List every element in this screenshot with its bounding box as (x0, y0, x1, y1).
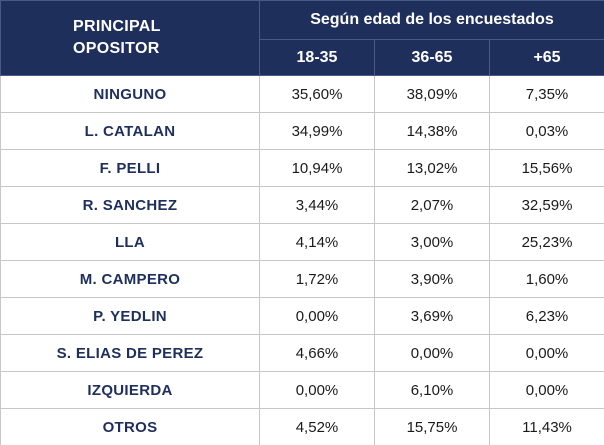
age-header-65-plus: +65 (488, 39, 604, 76)
table-row: OTROS 4,52% 15,75% 11,43% (0, 408, 604, 445)
percentage-cell: 14,38% (374, 112, 490, 150)
percentage-cell: 2,07% (374, 186, 490, 224)
corner-header-line2: OPOSITOR (73, 40, 160, 57)
percentage-cell: 0,00% (488, 371, 604, 409)
percentage-cell: 0,00% (488, 334, 604, 372)
age-header-36-65: 36-65 (374, 39, 490, 76)
opponent-label: F. PELLI (0, 149, 260, 187)
percentage-cell: 25,23% (488, 223, 604, 261)
percentage-cell: 34,99% (259, 112, 375, 150)
age-group-header: Según edad de los encuestados (258, 0, 604, 40)
table-row: R. SANCHEZ 3,44% 2,07% 32,59% (0, 186, 604, 224)
table-row: NINGUNO 35,60% 38,09% 7,35% (0, 75, 604, 113)
percentage-cell: 0,00% (259, 297, 375, 335)
table-row: M. CAMPERO 1,72% 3,90% 1,60% (0, 260, 604, 298)
percentage-cell: 0,00% (259, 371, 375, 409)
opponent-label: LLA (0, 223, 260, 261)
percentage-cell: 15,75% (374, 408, 490, 445)
percentage-cell: 0,00% (374, 334, 490, 372)
percentage-cell: 4,66% (259, 334, 375, 372)
percentage-cell: 0,03% (488, 112, 604, 150)
opponent-label: IZQUIERDA (0, 371, 260, 409)
corner-header: PRINCIPAL OPOSITOR (0, 0, 260, 76)
percentage-cell: 1,60% (488, 260, 604, 298)
opponent-label: P. YEDLIN (0, 297, 260, 335)
table-row: LLA 4,14% 3,00% 25,23% (0, 223, 604, 261)
table-row: IZQUIERDA 0,00% 6,10% 0,00% (0, 371, 604, 409)
table-row: F. PELLI 10,94% 13,02% 15,56% (0, 149, 604, 187)
opponent-label: S. ELIAS DE PEREZ (0, 334, 260, 372)
percentage-cell: 6,23% (488, 297, 604, 335)
percentage-cell: 4,14% (259, 223, 375, 261)
percentage-cell: 13,02% (374, 149, 490, 187)
opponent-label: R. SANCHEZ (0, 186, 260, 224)
percentage-cell: 3,44% (259, 186, 375, 224)
table-row: P. YEDLIN 0,00% 3,69% 6,23% (0, 297, 604, 335)
percentage-cell: 1,72% (259, 260, 375, 298)
age-header-18-35: 18-35 (259, 39, 375, 76)
percentage-cell: 32,59% (488, 186, 604, 224)
percentage-cell: 35,60% (259, 75, 375, 113)
table-row: S. ELIAS DE PEREZ 4,66% 0,00% 0,00% (0, 334, 604, 372)
percentage-cell: 3,90% (374, 260, 490, 298)
corner-header-line1: PRINCIPAL (73, 18, 161, 35)
opponent-label: M. CAMPERO (0, 260, 260, 298)
percentage-cell: 38,09% (374, 75, 490, 113)
percentage-cell: 6,10% (374, 371, 490, 409)
opponent-label: OTROS (0, 408, 260, 445)
percentage-cell: 10,94% (259, 149, 375, 187)
table-body: NINGUNO 35,60% 38,09% 7,35% L. CATALAN 34,99%… (0, 75, 604, 445)
percentage-cell: 4,52% (259, 408, 375, 445)
table-row: L. CATALAN 34,99% 14,38% 0,03% (0, 112, 604, 150)
percentage-cell: 3,69% (374, 297, 490, 335)
percentage-cell: 15,56% (488, 149, 604, 187)
opponent-label: NINGUNO (0, 75, 260, 113)
percentage-cell: 3,00% (374, 223, 490, 261)
table-header: PRINCIPAL OPOSITOR Según edad de los enc… (0, 0, 604, 76)
percentage-cell: 7,35% (488, 75, 604, 113)
opponent-label: L. CATALAN (0, 112, 260, 150)
percentage-cell: 11,43% (488, 408, 604, 445)
